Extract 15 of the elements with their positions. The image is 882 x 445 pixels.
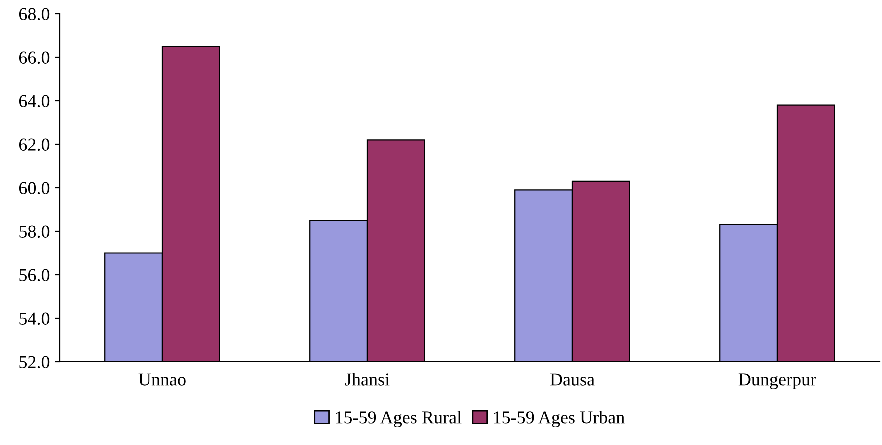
y-tick-label: 68.0 (19, 8, 50, 21)
y-tick-label: 60.0 (19, 182, 50, 195)
x-tick-label: Jhansi (345, 373, 390, 386)
x-tick-label: Dausa (550, 374, 595, 386)
y-tick-label: 54.0 (20, 312, 50, 326)
y-tick-label: 62.0 (19, 138, 50, 152)
legend-label: 15-59 Ages Rural (336, 411, 462, 428)
y-tick-label: 56.0 (20, 269, 50, 282)
x-tick-label: Dungerpur (738, 374, 816, 390)
legend-label: 15-59 Ages Urban (494, 411, 625, 428)
x-tick-label: Unnao (138, 374, 186, 386)
y-tick-label: 58.0 (20, 226, 50, 238)
y-tick-label: 64.0 (19, 95, 50, 108)
y-tick-label: 52.0 (20, 356, 50, 369)
y-tick-label: 66.0 (19, 52, 50, 64)
